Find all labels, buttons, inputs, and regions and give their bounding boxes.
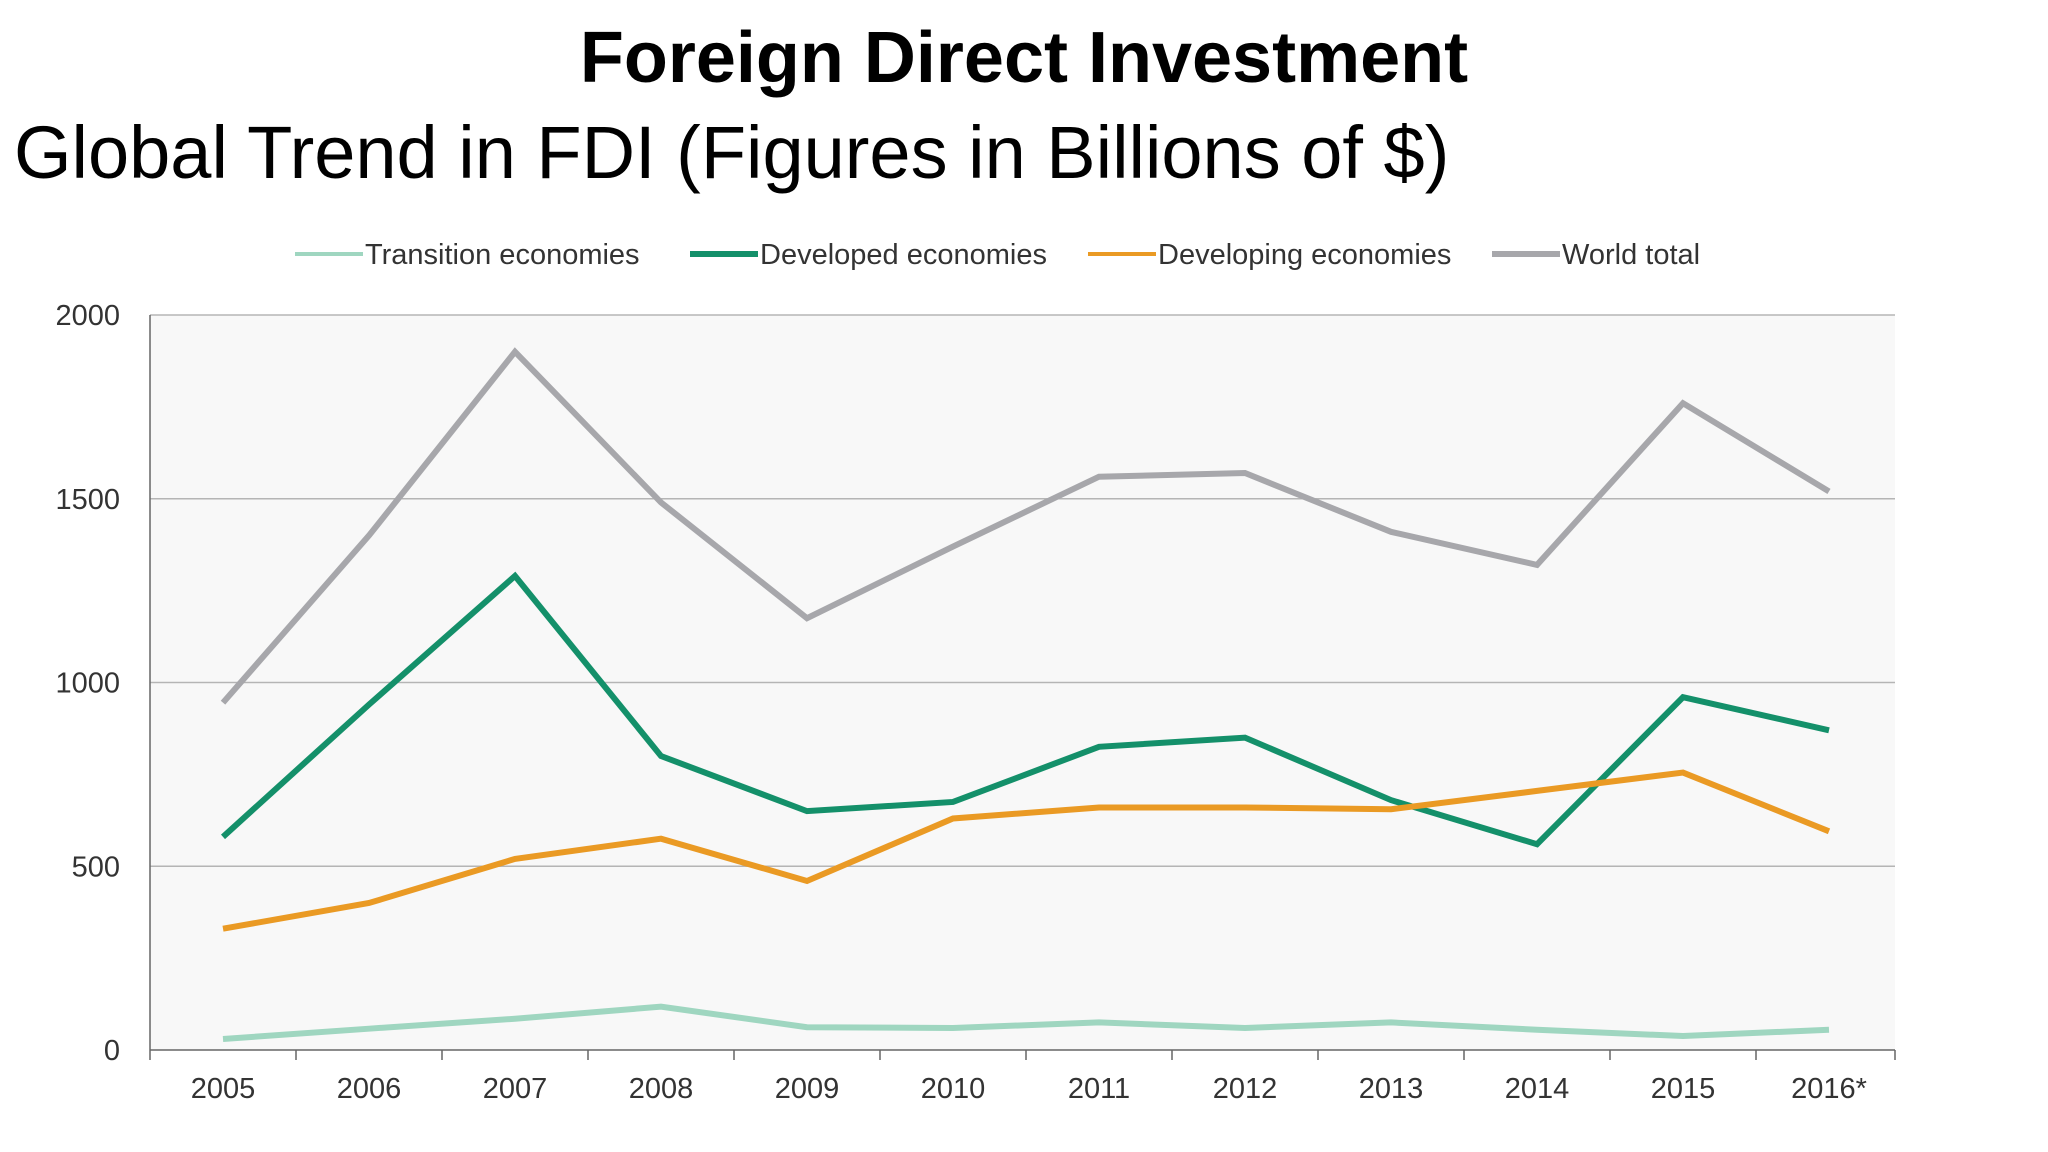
y-tick-label: 1000 bbox=[55, 668, 120, 700]
series-line-developing-economies bbox=[222, 769, 1831, 932]
slide-title: Foreign Direct Investment bbox=[579, 18, 1469, 98]
legend-label: World total bbox=[1562, 239, 1700, 271]
y-tick-label: 0 bbox=[104, 1035, 120, 1067]
legend-label: Developing economies bbox=[1158, 239, 1451, 271]
slide-subtitle: Global Trend in FDI (Figures in Billions… bbox=[14, 111, 1450, 194]
legend: Transition economies Developed economies D… bbox=[295, 239, 1700, 271]
series-line-developed-economies bbox=[220, 571, 1830, 848]
y-tick-label: 500 bbox=[72, 851, 120, 883]
x-tick-label: 2011 bbox=[1068, 1073, 1130, 1105]
x-tick-label: 2014 bbox=[1505, 1073, 1570, 1105]
series-line-transition-economies bbox=[222, 1003, 1830, 1042]
x-tick-label: 2016* bbox=[1791, 1073, 1867, 1105]
x-tick-label: 2013 bbox=[1359, 1073, 1424, 1105]
legend-label: Developed economies bbox=[760, 239, 1047, 271]
x-tick-label: 2015 bbox=[1651, 1073, 1716, 1105]
x-tick-label: 2006 bbox=[337, 1073, 402, 1105]
series-line-world-total bbox=[220, 347, 1831, 705]
x-tick-label: 2009 bbox=[775, 1073, 840, 1105]
legend-label: Transition economies bbox=[365, 239, 640, 271]
gridlines bbox=[150, 314, 1895, 1051]
x-tick-label: 2005 bbox=[191, 1073, 256, 1105]
series-lines bbox=[220, 347, 1831, 1042]
x-tick-label: 2008 bbox=[629, 1073, 694, 1105]
x-tick-label: 2010 bbox=[921, 1073, 986, 1105]
x-tick-labels: 2005 2006 2007 2008 2009 2010 2011 2012 2013 2014… bbox=[191, 1073, 1867, 1105]
x-tick-label: 2012 bbox=[1213, 1073, 1278, 1105]
x-tick-label: 2007 bbox=[483, 1073, 548, 1105]
axes bbox=[149, 315, 1896, 1060]
y-tick-label: 1500 bbox=[55, 484, 120, 516]
y-tick-label: 2000 bbox=[55, 300, 120, 332]
y-tick-labels: 0 500 1000 1500 2000 bbox=[55, 300, 120, 1067]
